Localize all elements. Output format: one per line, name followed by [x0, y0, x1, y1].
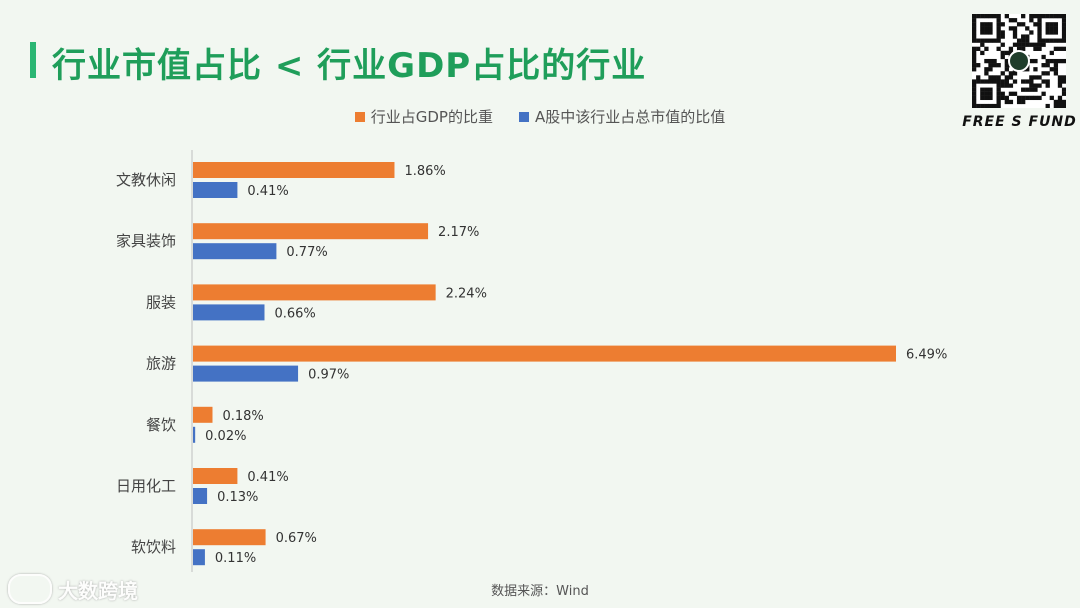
data-label: 0.11% — [215, 551, 256, 566]
data-label: 0.97% — [308, 368, 349, 383]
bar-gdp-share — [193, 284, 436, 301]
data-label: 0.66% — [274, 306, 315, 321]
bar-mktcap-share — [193, 488, 208, 504]
bar-mktcap-share — [193, 243, 277, 260]
bar-gdp-share — [193, 468, 238, 484]
data-label: 1.86% — [404, 164, 445, 179]
data-label: 0.18% — [222, 409, 263, 424]
bar-mktcap-share — [193, 549, 205, 566]
data-label: 0.67% — [276, 531, 317, 546]
qr-code — [972, 14, 1066, 108]
data-label: 2.24% — [446, 286, 487, 301]
legend-item-gdp: 行业占GDP的比重 — [354, 106, 493, 127]
bar-gdp-share — [193, 162, 395, 178]
category-label: 文教休闲 — [116, 171, 176, 189]
page-title: 行业市值占比 < 行业GDP占比的行业 — [52, 46, 647, 86]
data-label: 0.13% — [217, 490, 258, 505]
category-label: 服装 — [146, 293, 176, 311]
bar-gdp-share — [193, 529, 266, 546]
bar-mktcap-share — [193, 304, 265, 321]
watermark-logo-icon — [8, 574, 52, 604]
data-label: 0.41% — [247, 470, 288, 485]
legend-swatch-mktcap — [518, 111, 529, 122]
legend-swatch-gdp — [354, 111, 365, 122]
chart-legend: 行业占GDP的比重 A股中该行业占总市值的比值 — [0, 106, 1080, 127]
data-label: 0.41% — [247, 184, 288, 199]
title-accent-bar — [30, 42, 36, 78]
legend-label-mktcap: A股中该行业占总市值的比值 — [534, 108, 726, 126]
category-label: 餐饮 — [146, 416, 176, 434]
bar-gdp-share — [193, 223, 429, 240]
data-label: 0.77% — [286, 245, 327, 260]
category-label: 家具装饰 — [116, 232, 176, 250]
bar-mktcap-share — [193, 365, 299, 382]
data-label: 6.49% — [906, 348, 947, 363]
bar-gdp-share — [193, 345, 896, 362]
brand-logo: FREE S FUND — [962, 114, 1077, 130]
bar-mktcap-share — [193, 182, 238, 198]
bar-mktcap-share — [193, 426, 196, 443]
bar-gdp-share — [193, 406, 213, 423]
legend-label-gdp: 行业占GDP的比重 — [370, 108, 493, 126]
data-label: 0.02% — [205, 429, 246, 444]
watermark: 大数跨境 — [8, 574, 138, 604]
data-label: 2.17% — [438, 225, 479, 240]
category-label: 日用化工 — [116, 477, 176, 495]
data-source: 数据来源：Wind — [491, 584, 589, 599]
category-label: 旅游 — [146, 355, 176, 373]
category-label: 软饮料 — [131, 538, 176, 556]
legend-item-mktcap: A股中该行业占总市值的比值 — [518, 106, 726, 127]
watermark-text: 大数跨境 — [58, 578, 138, 603]
